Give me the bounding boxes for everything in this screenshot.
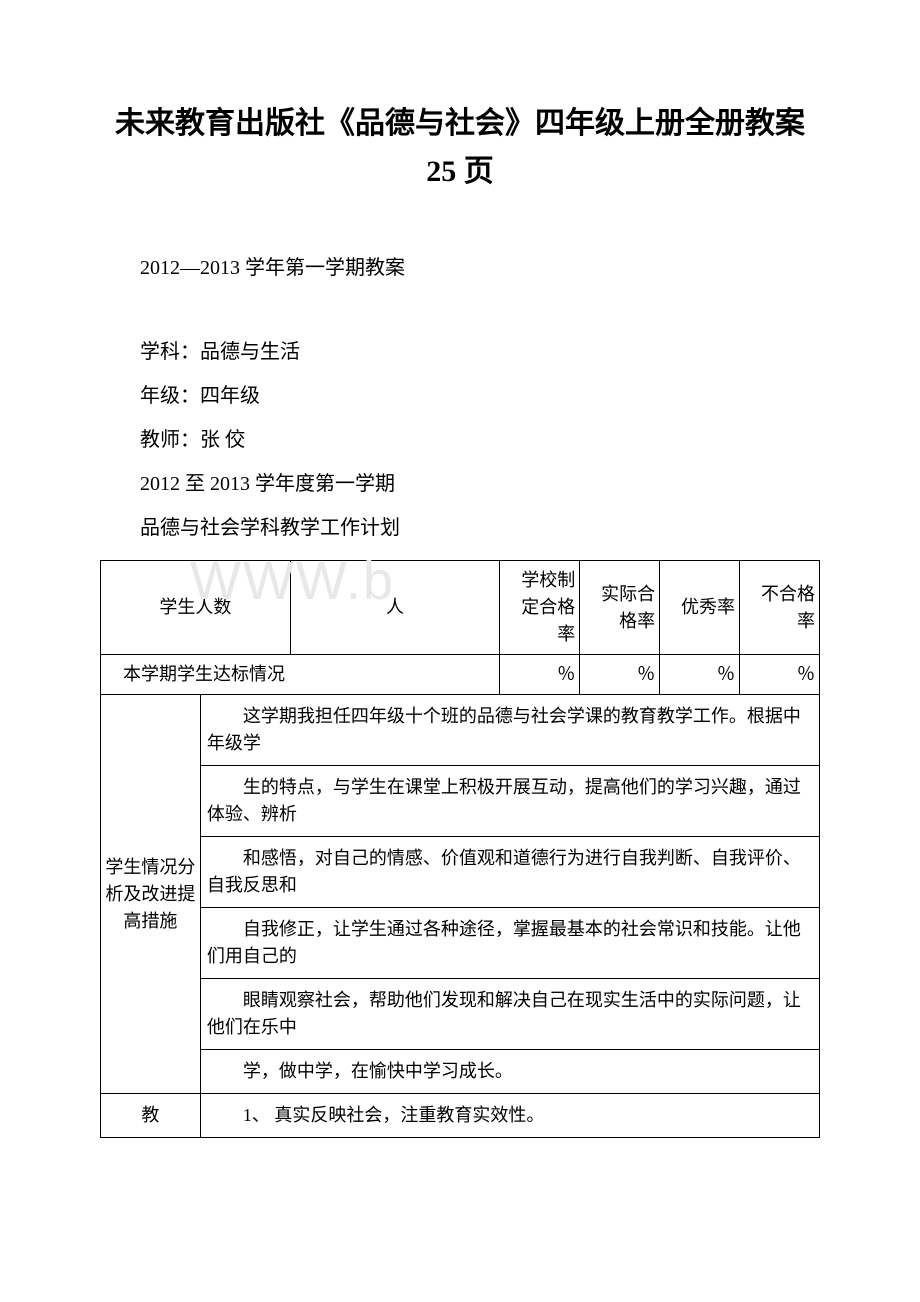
cell-actual-rate-label: 实际合格率 — [580, 561, 660, 655]
line-year: 2012 至 2013 学年度第一学期 — [100, 462, 820, 506]
table-row: 生的特点，与学生在课堂上积极开展互动，提高他们的学习兴趣，通过体验、辨析 — [101, 766, 820, 837]
cell-student-count-label: 学生人数 — [101, 561, 291, 655]
line-plan: 品德与社会学科教学工作计划 — [100, 506, 820, 550]
table-row: 学，做中学，在愉快中学习成长。 — [101, 1050, 820, 1094]
cell-para-a4: 自我修正，让学生通过各种途径，掌握最基本的社会常识和技能。让他们用自己的 — [200, 908, 819, 979]
cell-school-rate-label: 学校制定合格率 — [500, 561, 580, 655]
cell-pct-3: ％ — [660, 655, 740, 695]
cell-student-count-value: 人 — [290, 561, 500, 655]
cell-para-b1: 1、 真实反映社会，注重教育实效性。 — [200, 1094, 819, 1138]
table-row: 学生情况分析及改进提高措施 这学期我担任四年级十个班的品德与社会学课的教育教学工… — [101, 695, 820, 766]
cell-excellent-rate-label: 优秀率 — [660, 561, 740, 655]
cell-para-a2: 生的特点，与学生在课堂上积极开展互动，提高他们的学习兴趣，通过体验、辨析 — [200, 766, 819, 837]
table-row: 学生人数 人 学校制定合格率 实际合格率 优秀率 不合格率 — [101, 561, 820, 655]
table-row: 和感悟，对自己的情感、价值观和道德行为进行自我判断、自我评价、自我反思和 — [101, 837, 820, 908]
table-row: 本学期学生达标情况 ％ ％ ％ ％ — [101, 655, 820, 695]
cell-fail-rate-label: 不合格率 — [740, 561, 820, 655]
cell-pct-1: ％ — [500, 655, 580, 695]
cell-para-a3: 和感悟，对自己的情感、价值观和道德行为进行自我判断、自我评价、自我反思和 — [200, 837, 819, 908]
cell-para-a1: 这学期我担任四年级十个班的品德与社会学课的教育教学工作。根据中年级学 — [200, 695, 819, 766]
table-row: 教 1、 真实反映社会，注重教育实效性。 — [101, 1094, 820, 1138]
table-row: 眼睛观察社会，帮助他们发现和解决自己在现实生活中的实际问题，让他们在乐中 — [101, 979, 820, 1050]
line-teacher: 教师：张 佼 — [100, 418, 820, 462]
cell-para-a6: 学，做中学，在愉快中学习成长。 — [200, 1050, 819, 1094]
cell-teach-label: 教 — [101, 1094, 201, 1138]
cell-standard-label: 本学期学生达标情况 — [101, 655, 500, 695]
cell-pct-4: ％ — [740, 655, 820, 695]
page-title: 未来教育出版社《品德与社会》四年级上册全册教案 25 页 — [100, 100, 820, 196]
cell-analysis-label: 学生情况分析及改进提高措施 — [101, 695, 201, 1094]
table-row: 自我修正，让学生通过各种途径，掌握最基本的社会常识和技能。让他们用自己的 — [101, 908, 820, 979]
line-grade: 年级：四年级 — [100, 374, 820, 418]
line-semester: 2012—2013 学年第一学期教案 — [100, 246, 820, 290]
cell-para-a5: 眼睛观察社会，帮助他们发现和解决自己在现实生活中的实际问题，让他们在乐中 — [200, 979, 819, 1050]
cell-pct-2: ％ — [580, 655, 660, 695]
plan-table: 学生人数 人 学校制定合格率 实际合格率 优秀率 不合格率 本学期学生达标情况 … — [100, 560, 820, 1138]
line-subject: 学科：品德与生活 — [100, 330, 820, 374]
